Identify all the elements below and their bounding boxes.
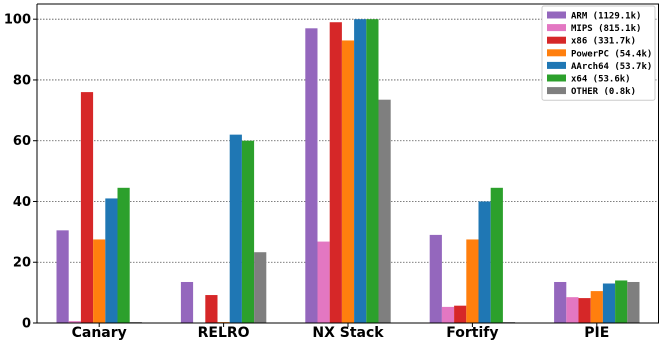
legend-label: x86 (331.7k) [571, 37, 636, 47]
bar [429, 234, 442, 323]
bar [378, 99, 391, 323]
legend-label: AArch64 (53.7k) [571, 62, 652, 72]
series-6 [129, 99, 640, 323]
bar [341, 40, 355, 323]
bar [254, 252, 267, 323]
bar [68, 321, 81, 323]
bar [627, 281, 640, 323]
bar [578, 298, 591, 323]
y-tick-labels: 0 20 40 60 80 100 [4, 13, 31, 332]
bar [554, 281, 567, 323]
legend-swatch [547, 87, 566, 95]
x-tick-label: Canary [72, 325, 127, 341]
legend-item: x64 (53.6k) [547, 74, 631, 85]
y-tick-label: 40 [13, 195, 31, 210]
bar [93, 239, 106, 323]
bar [117, 187, 130, 323]
legend-box [541, 5, 656, 101]
bar [454, 305, 467, 323]
series-0 [56, 28, 567, 324]
bar [305, 28, 318, 324]
bar [241, 140, 255, 323]
y-tick-label: 100 [4, 13, 31, 28]
legend-item: x86 (331.7k) [547, 36, 636, 47]
legend-label: OTHER (0.8k) [571, 87, 636, 97]
bar [56, 230, 69, 323]
bar [105, 198, 118, 323]
bar [466, 239, 479, 323]
y-grid [33, 18, 659, 324]
bar [602, 283, 616, 323]
legend-swatch [547, 49, 566, 57]
legend-swatch [547, 61, 566, 69]
bar [317, 241, 330, 323]
y-tick-label: 60 [13, 134, 31, 149]
legend-label: MIPS (815.1k) [571, 24, 641, 34]
series-4 [105, 19, 616, 323]
legend-swatch [547, 74, 566, 82]
legend-item: AArch64 (53.7k) [547, 61, 652, 72]
x-tick-labels: Canary RELRO NX Stack Fortify PIE [72, 323, 609, 341]
bar [180, 281, 194, 323]
bar [490, 187, 503, 323]
bar [205, 295, 218, 323]
bar [329, 22, 342, 323]
series-3 [93, 40, 603, 323]
legend-swatch [547, 11, 566, 19]
legend-swatch [547, 36, 566, 44]
x-tick-label: RELRO [198, 325, 250, 341]
bar [441, 306, 455, 323]
legend-label: ARM (1129.1k) [571, 12, 641, 22]
bar [80, 92, 94, 323]
series-2 [80, 22, 591, 323]
legend-item: MIPS (815.1k) [547, 24, 641, 34]
legend-swatch [547, 24, 566, 32]
series-5 [117, 19, 628, 323]
legend: ARM (1129.1k) MIPS (815.1k) x86 (331.7k) Po… [541, 5, 656, 101]
bar [566, 297, 579, 323]
bar [366, 19, 379, 323]
bar [229, 134, 242, 323]
bar [354, 19, 367, 323]
bar [615, 280, 628, 323]
legend-item: ARM (1129.1k) [547, 11, 641, 22]
y-tick-label: 0 [22, 317, 31, 332]
x-tick-label: Fortify [446, 325, 498, 341]
series-1 [68, 241, 579, 323]
legend-label: x64 (53.6k) [571, 75, 631, 85]
legend-item: PowerPC (54.4k) [547, 49, 652, 59]
y-tick-label: 20 [13, 256, 31, 271]
bar [590, 291, 603, 323]
legend-item: OTHER (0.8k) [547, 87, 636, 97]
bars [56, 19, 640, 324]
x-tick-label: PIE [584, 325, 609, 341]
y-tick-label: 80 [13, 73, 31, 88]
legend-label: PowerPC (54.4k) [571, 49, 652, 59]
x-tick-label: NX Stack [312, 325, 384, 341]
bar [478, 201, 491, 323]
